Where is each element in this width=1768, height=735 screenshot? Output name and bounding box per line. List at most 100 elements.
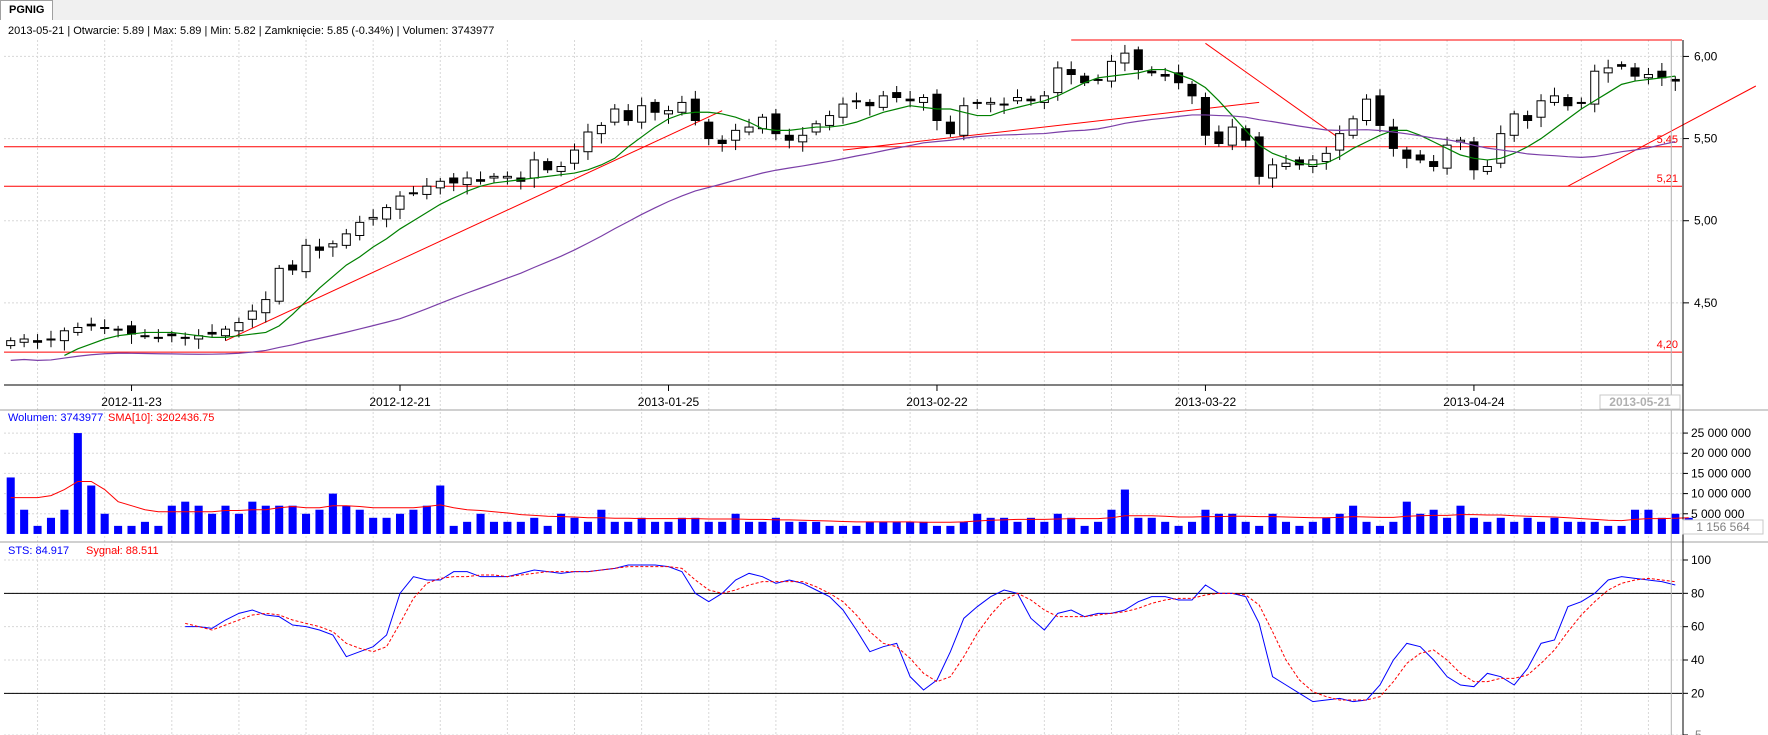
date-tick-label: 2013-02-22	[906, 395, 968, 409]
volume-bar	[1335, 513, 1344, 534]
volume-bar	[1094, 521, 1103, 534]
volume-bar	[583, 521, 592, 534]
volume-bar	[463, 521, 472, 534]
candle-body	[328, 243, 338, 248]
volume-bar	[825, 525, 834, 534]
volume-bar	[382, 517, 391, 534]
volume-bar	[1443, 517, 1452, 534]
volume-bar	[1147, 517, 1156, 534]
volume-bar	[1322, 517, 1331, 534]
tab-pgnig[interactable]: PGNIG	[0, 0, 54, 20]
volume-last-value: 1 156 564	[1696, 520, 1750, 534]
volume-label: Wolumen: 3743977	[8, 412, 103, 424]
candle-body	[1106, 60, 1117, 82]
volume-bar	[677, 517, 686, 534]
volume-bar	[637, 517, 646, 534]
chart-background	[0, 20, 1768, 735]
volume-bar	[771, 517, 780, 534]
volume-bar	[1228, 513, 1237, 534]
candle-body	[838, 103, 848, 118]
volume-bar	[1389, 521, 1398, 534]
candle-body	[73, 327, 83, 333]
volume-bar	[959, 521, 968, 534]
candle-body	[153, 336, 163, 339]
signal-line	[185, 566, 1676, 701]
candle-body	[663, 110, 674, 115]
candle-body	[986, 101, 996, 105]
price-tick-label: 6,00	[1694, 49, 1718, 63]
volume-bar	[328, 493, 337, 534]
candle-body	[207, 331, 217, 335]
candle-body	[355, 221, 365, 237]
trend-lines	[225, 42, 1757, 342]
volume-bar	[1657, 517, 1666, 534]
volume-bar	[1469, 517, 1478, 534]
candle-body	[529, 159, 539, 179]
volume-bar	[812, 521, 821, 534]
volume-bar	[100, 513, 109, 534]
candle-body	[1294, 159, 1304, 166]
candle-body	[1402, 149, 1412, 159]
support-line-label: 4,20	[1657, 339, 1678, 351]
candle-body	[449, 177, 459, 184]
volume-bar	[1161, 521, 1170, 534]
sts-tick-label: 40	[1691, 653, 1705, 667]
volume-bar	[1187, 521, 1197, 534]
volume-bar	[20, 509, 29, 534]
candle-body	[1160, 74, 1170, 77]
candle-body	[19, 338, 29, 343]
candles	[6, 44, 1680, 351]
candle-body	[1012, 97, 1023, 102]
date-tick-label: 2012-11-23	[101, 395, 162, 409]
volume-bar	[409, 509, 418, 534]
candle-body	[1576, 101, 1586, 104]
sts-label: STS: 84.917	[8, 545, 69, 557]
volume-bar	[1537, 521, 1546, 534]
candle-body	[919, 97, 929, 103]
trend-line	[1205, 42, 1340, 139]
candle-body	[784, 134, 794, 141]
volume-tick-label: 15 000 000	[1691, 466, 1751, 480]
candle-body	[704, 121, 714, 140]
volume-bar	[275, 505, 284, 534]
volume-bar	[476, 513, 485, 534]
volume-bar	[651, 521, 660, 534]
candle-body	[59, 330, 69, 342]
volume-bar	[704, 521, 713, 534]
volume-bar	[892, 521, 901, 534]
candle-body	[1415, 154, 1425, 161]
candle-body	[301, 244, 311, 273]
volume-bar	[302, 513, 311, 534]
candle-body	[1388, 126, 1398, 149]
sma-fast-line	[64, 68, 1676, 356]
volume-bar	[986, 517, 995, 534]
volume-bar	[973, 513, 982, 534]
volume-bar	[73, 433, 82, 534]
volume-bar	[1671, 513, 1680, 534]
volume-bar	[181, 501, 190, 534]
candle-body	[368, 216, 378, 220]
volume-bar	[194, 505, 203, 534]
candle-body	[623, 110, 633, 122]
candle-body	[1214, 131, 1224, 144]
candle-body	[905, 98, 915, 102]
volume-bar	[758, 521, 767, 534]
candle-body	[932, 93, 942, 122]
volume-bar	[140, 521, 149, 534]
sts-tick-label: 100	[1691, 553, 1711, 567]
candle-body	[1617, 64, 1627, 67]
candle-body	[892, 92, 902, 98]
volume-bar	[1201, 509, 1210, 534]
sts-tick-label: -5	[1691, 728, 1702, 735]
candle-body	[247, 310, 257, 320]
candle-body	[690, 98, 700, 122]
candle-body	[408, 192, 418, 195]
volume-bar	[1255, 525, 1264, 534]
candle-body	[1227, 126, 1237, 146]
volume-bar	[852, 525, 861, 534]
volume-tick-label: 5 000 000	[1691, 507, 1745, 521]
volume-bar	[1241, 521, 1250, 534]
volume-bar	[557, 513, 566, 534]
volume-bar	[1550, 517, 1559, 534]
